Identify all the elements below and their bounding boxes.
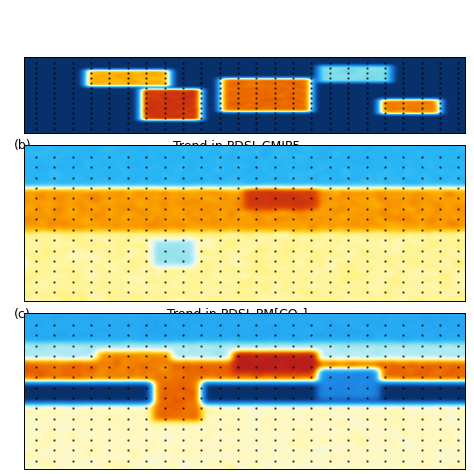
Text: Trend in PDSI_PM[CO₂]: Trend in PDSI_PM[CO₂] [167, 308, 307, 320]
Text: (c): (c) [14, 308, 31, 320]
Text: (b): (b) [14, 139, 32, 152]
Text: Trend in PDSI_CMIP5: Trend in PDSI_CMIP5 [173, 139, 301, 152]
